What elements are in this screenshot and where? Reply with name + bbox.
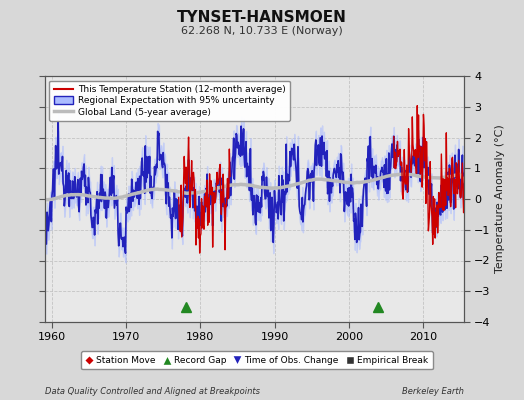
Text: Berkeley Earth: Berkeley Earth: [402, 387, 464, 396]
Legend: This Temperature Station (12-month average), Regional Expectation with 95% uncer: This Temperature Station (12-month avera…: [49, 80, 290, 121]
Text: 62.268 N, 10.733 E (Norway): 62.268 N, 10.733 E (Norway): [181, 26, 343, 36]
Text: TYNSET-HANSMOEN: TYNSET-HANSMOEN: [177, 10, 347, 25]
Y-axis label: Temperature Anomaly (°C): Temperature Anomaly (°C): [495, 125, 505, 273]
Text: Data Quality Controlled and Aligned at Breakpoints: Data Quality Controlled and Aligned at B…: [45, 387, 259, 396]
Legend: Station Move, Record Gap, Time of Obs. Change, Empirical Break: Station Move, Record Gap, Time of Obs. C…: [81, 352, 432, 370]
